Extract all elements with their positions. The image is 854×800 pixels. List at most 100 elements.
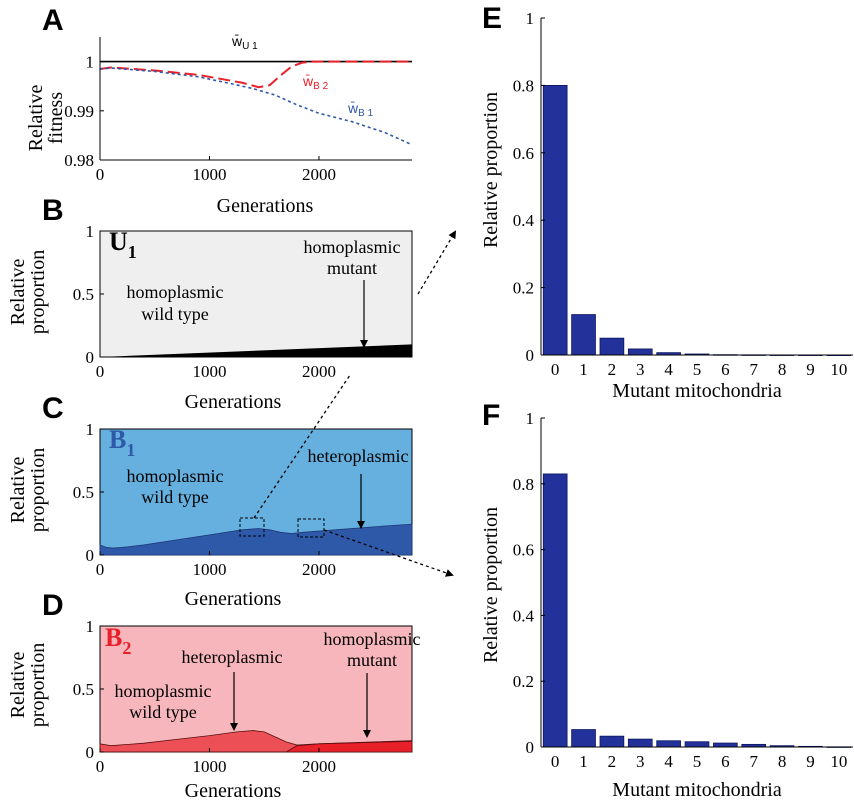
panelF-xtick-label: 3	[636, 752, 645, 771]
panelE-xtick-label: 2	[608, 360, 617, 379]
connector-line-c-box1	[253, 374, 351, 519]
panelE-xtick-label: 9	[806, 360, 815, 379]
panel-d-annotation-wt1: homoplasmic	[115, 681, 212, 701]
panelF-xtick-label: 6	[721, 752, 730, 771]
panel-d-annotation-mut1: homoplasmic	[324, 629, 421, 649]
panelD-xtick-label: 2000	[302, 757, 336, 776]
panelE-bar	[627, 348, 653, 356]
series-line-wb1	[99, 67, 413, 146]
panel-f-bar-chart: Relative proportion Mutant mitochondria …	[480, 409, 853, 800]
panelE-xtick-label: 3	[636, 360, 645, 379]
area-homoplasmic-mutant	[100, 344, 412, 357]
panel-b-series-label: U1	[109, 227, 137, 262]
panelB-ytick-label: 0.5	[73, 285, 94, 304]
panel-b-annotation-mut1: homoplasmic	[304, 237, 401, 257]
panel-d-annotation-wt2: wild type	[129, 702, 197, 722]
panelC-ytick-label: 0	[86, 546, 95, 565]
panel-c-b1-area-chart: Relative proportion Generations B1 homop…	[7, 420, 413, 610]
panelE-ytick-label: 0.6	[513, 144, 534, 163]
panelF-ytick-label: 1	[526, 409, 535, 428]
panel-b-u1-area-chart: Relative proportion Generations U1 homop…	[7, 222, 413, 413]
panelB-background-area	[99, 230, 413, 358]
panelE-xtick-label: 5	[693, 360, 702, 379]
panelE-bar	[571, 314, 596, 356]
panelE-ytick-label: 0	[526, 346, 535, 365]
panelF-xtick-label: 5	[693, 752, 702, 771]
panelE-bar	[599, 337, 625, 356]
panel-c-ylabel-line1: Relative	[7, 457, 29, 524]
panelD-xtick-label: 1000	[192, 757, 226, 776]
panelF-ytick-label: 0	[526, 738, 535, 757]
panel-letter-c: C	[42, 392, 64, 425]
panel-a-xtick-label: 2000	[302, 165, 336, 184]
panelF-ytick-label: 0.8	[513, 475, 534, 494]
panelF-xtick-label: 10	[830, 752, 847, 771]
panelE-ytick-label: 0.2	[513, 279, 534, 298]
panelE-xtick-label: 8	[778, 360, 787, 379]
panelC-xtick-label: 2000	[302, 560, 336, 579]
panelE-xtick-label: 0	[551, 360, 560, 379]
panel-d-b2-area-chart: Relative proportion Generations B2 heter…	[7, 617, 421, 800]
panel-letter-b: B	[42, 194, 64, 227]
panelF-ytick-label: 0.4	[513, 606, 535, 625]
panelD-ytick-label: 0	[86, 743, 95, 762]
panelF-ytick-label: 0.6	[513, 541, 534, 560]
panelB-xtick-label: 0	[96, 362, 105, 381]
panelF-xtick-label: 9	[806, 752, 815, 771]
panel-a-fitness-chart: Relative fitness Generations w̄U 1 w̄B 2…	[25, 33, 413, 217]
panel-c-annotation-het: heteroplasmic	[308, 446, 409, 466]
connector-arrow-c-to-f	[323, 529, 454, 577]
panelD-ytick-label: 0.5	[73, 680, 94, 699]
panelE-xtick-label: 4	[664, 360, 673, 379]
panelF-bar	[684, 741, 710, 748]
panel-a-ytick-label: 0.98	[64, 151, 94, 170]
panelF-bar	[656, 740, 681, 748]
panelD-xtick-label: 0	[96, 757, 105, 776]
panel-a-plot-area	[100, 37, 412, 160]
panelE-xtick-label: 6	[721, 360, 730, 379]
panelF-xtick-label: 2	[608, 752, 617, 771]
connector-arrow-b-to-e	[417, 230, 457, 295]
panel-b-annotation-mut2: mutant	[327, 258, 377, 278]
panel-c-xlabel: Generations	[185, 588, 282, 610]
panelC-xtick-label: 1000	[192, 560, 226, 579]
panel-d-ylabel-line1: Relative	[7, 652, 29, 719]
panel-e-xlabel: Mutant mitochondria	[612, 380, 782, 402]
panel-c-inset-box-1	[239, 517, 265, 537]
panel-c-annotation-wt2: wild type	[141, 487, 209, 507]
panelC-ytick-label: 0.5	[73, 483, 94, 502]
panelF-bar	[599, 735, 625, 748]
panel-d-series-label: B2	[105, 623, 131, 658]
legend-wb1: w̄B 1	[347, 100, 374, 119]
panel-b-xlabel: Generations	[185, 391, 282, 413]
panel-letter-a: A	[42, 4, 64, 37]
panelF-xtick-label: 7	[749, 752, 758, 771]
panel-c-inset-box-2	[297, 518, 325, 538]
panelE-xtick-label: 1	[579, 360, 588, 379]
series-line-wb2	[99, 60, 412, 89]
panel-a-ylabel-line1: Relative	[25, 85, 47, 152]
panel-a-ytick-label: 1	[86, 53, 95, 72]
panel-f-xlabel: Mutant mitochondria	[612, 779, 782, 800]
panelE-ytick-label: 1	[526, 9, 535, 28]
panel-a-xtick-label: 0	[96, 165, 105, 184]
panel-a-ylabel-line2: fitness	[45, 92, 67, 144]
panelE-bar	[542, 85, 568, 356]
panel-d-annotation-het: heteroplasmic	[182, 647, 283, 667]
panel-a-xlabel: Generations	[217, 195, 314, 217]
panel-c-annotation-wt1: homoplasmic	[127, 466, 224, 486]
panel-f-ylabel: Relative proportion	[480, 507, 502, 663]
panel-letter-f: F	[482, 399, 500, 432]
panel-d-xlabel: Generations	[185, 780, 282, 800]
panel-letter-e: E	[482, 2, 502, 35]
panel-c-series-label: B1	[109, 425, 135, 460]
panelF-xtick-label: 0	[551, 752, 560, 771]
panelB-ytick-label: 0	[86, 348, 95, 367]
panelB-ytick-label: 1	[86, 222, 95, 241]
panelC-ytick-label: 1	[86, 420, 95, 439]
panel-a-ytick-label: 0.99	[64, 102, 94, 121]
panelF-ytick-label: 0.2	[513, 672, 534, 691]
panelE-ytick-label: 0.4	[513, 211, 535, 230]
panelD-ytick-label: 1	[86, 617, 95, 636]
